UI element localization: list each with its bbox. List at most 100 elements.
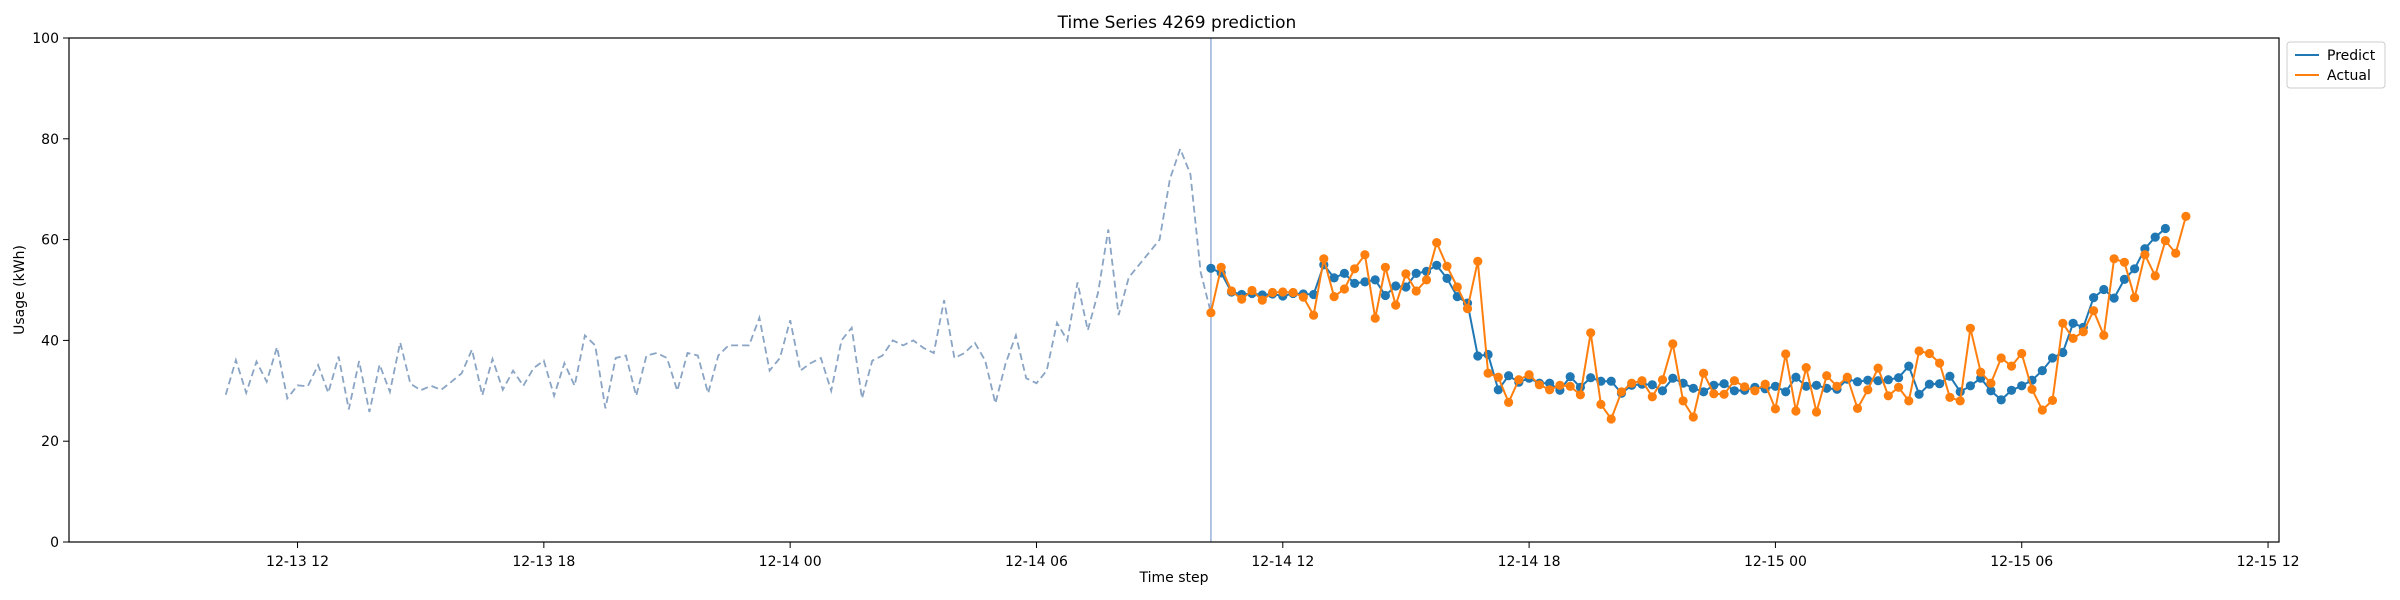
x-tick-label: 12-15 00 [1744, 554, 1807, 570]
predict-point [1781, 387, 1791, 397]
actual-point [2089, 306, 2099, 316]
actual-point [1986, 378, 1996, 388]
actual-point [1883, 391, 1893, 401]
predict-point [2099, 284, 2109, 295]
actual-point [1791, 406, 1801, 416]
y-tick-label: 60 [41, 233, 59, 249]
predict-line [1210, 227, 2167, 402]
predict-point [1432, 260, 1442, 270]
legend-label-predict: Predict [2327, 48, 2376, 64]
predict-point [1699, 387, 1709, 397]
actual-point [1586, 328, 1596, 338]
actual-point [2171, 248, 2181, 258]
predict-point [1986, 386, 1996, 396]
actual-point [2099, 330, 2109, 340]
actual-point [1391, 300, 1401, 310]
x-axis: 12-13 12 12-13 18 12-14 00 12-14 06 12-14 12… [266, 542, 2300, 570]
predict-point [2130, 264, 2140, 274]
actual-point [1894, 382, 1904, 392]
actual-point [1678, 396, 1688, 406]
actual-point [1914, 346, 1924, 356]
actual-point [1637, 376, 1647, 386]
plot-frame [68, 37, 2280, 543]
predict-point [1473, 351, 1483, 361]
predict-point [1852, 377, 1863, 387]
actual-point [1945, 392, 1955, 402]
predict-point [2119, 274, 2129, 284]
plot-area [224, 38, 2191, 542]
predict-point [1370, 275, 1380, 285]
actual-point [2047, 395, 2058, 405]
actual-point [1360, 250, 1370, 260]
actual-point [1924, 348, 1934, 359]
actual-point [1832, 381, 1842, 391]
actual-point [1616, 387, 1627, 397]
actual-point [1770, 404, 1780, 414]
predict-point [1350, 278, 1360, 288]
x-tick-label: 12-15 12 [2237, 554, 2300, 570]
actual-point [1565, 381, 1575, 391]
y-tick-label: 100 [32, 31, 59, 47]
predict-point [1339, 268, 1349, 278]
actual-point [1760, 379, 1770, 389]
predict-point [1801, 381, 1811, 391]
predict-point [1688, 383, 1698, 393]
actual-point [1473, 256, 1483, 266]
predict-point [1309, 289, 1319, 300]
actual-point [1309, 310, 1319, 320]
predict-point [1493, 385, 1503, 395]
actual-point [2160, 236, 2170, 246]
actual-point [1750, 386, 1760, 396]
x-axis-title: Time step [1139, 570, 1209, 586]
predict-point [1996, 395, 2006, 405]
actual-point [1935, 358, 1945, 368]
predict-point [2089, 293, 2099, 303]
actual-point [1575, 390, 1585, 400]
actual-point [1206, 308, 1216, 318]
x-tick-label: 12-15 06 [1990, 554, 2053, 570]
actual-point [2027, 384, 2037, 394]
predict-point [1606, 376, 1616, 386]
predict-point [1442, 273, 1452, 283]
actual-point [2150, 271, 2160, 281]
predict-point [1504, 371, 1514, 381]
predict-point [2037, 366, 2047, 376]
actual-point [1976, 367, 1986, 377]
actual-point [1401, 269, 1411, 279]
actual-point [1514, 375, 1524, 385]
actual-point [1226, 286, 1237, 296]
x-tick-label: 12-14 12 [1251, 554, 1314, 570]
actual-point [2037, 405, 2047, 415]
predict-point [1811, 380, 1822, 390]
predict-point [1863, 375, 1873, 385]
actual-point [1955, 396, 1965, 406]
predict-point [1668, 373, 1678, 383]
actual-point [1216, 262, 1226, 272]
y-tick-label: 0 [50, 535, 59, 551]
predict-point [1401, 282, 1411, 292]
predict-point [1719, 379, 1729, 389]
actual-point [1237, 294, 1247, 304]
predict-point [1924, 379, 1934, 389]
actual-point [1442, 261, 1452, 271]
actual-point [1904, 396, 1914, 406]
actual-point [1596, 399, 1606, 409]
predict-point [1883, 375, 1893, 385]
actual-point [1411, 286, 1421, 296]
predict-point [2017, 381, 2027, 391]
predict-point [1935, 379, 1945, 389]
chart-title: Time Series 4269 prediction [1057, 13, 1297, 33]
actual-point [2109, 254, 2119, 264]
actual-point [2017, 348, 2027, 359]
predict-point [1452, 292, 1462, 302]
actual-point [1801, 363, 1811, 373]
actual-point [1350, 264, 1360, 274]
actual-point [1545, 385, 1555, 395]
actual-point [1781, 349, 1791, 359]
predict-point [2109, 293, 2119, 303]
y-tick-label: 40 [41, 333, 59, 349]
predict-point [1391, 281, 1401, 291]
predict-point [1411, 268, 1421, 278]
actual-point [1493, 372, 1503, 382]
